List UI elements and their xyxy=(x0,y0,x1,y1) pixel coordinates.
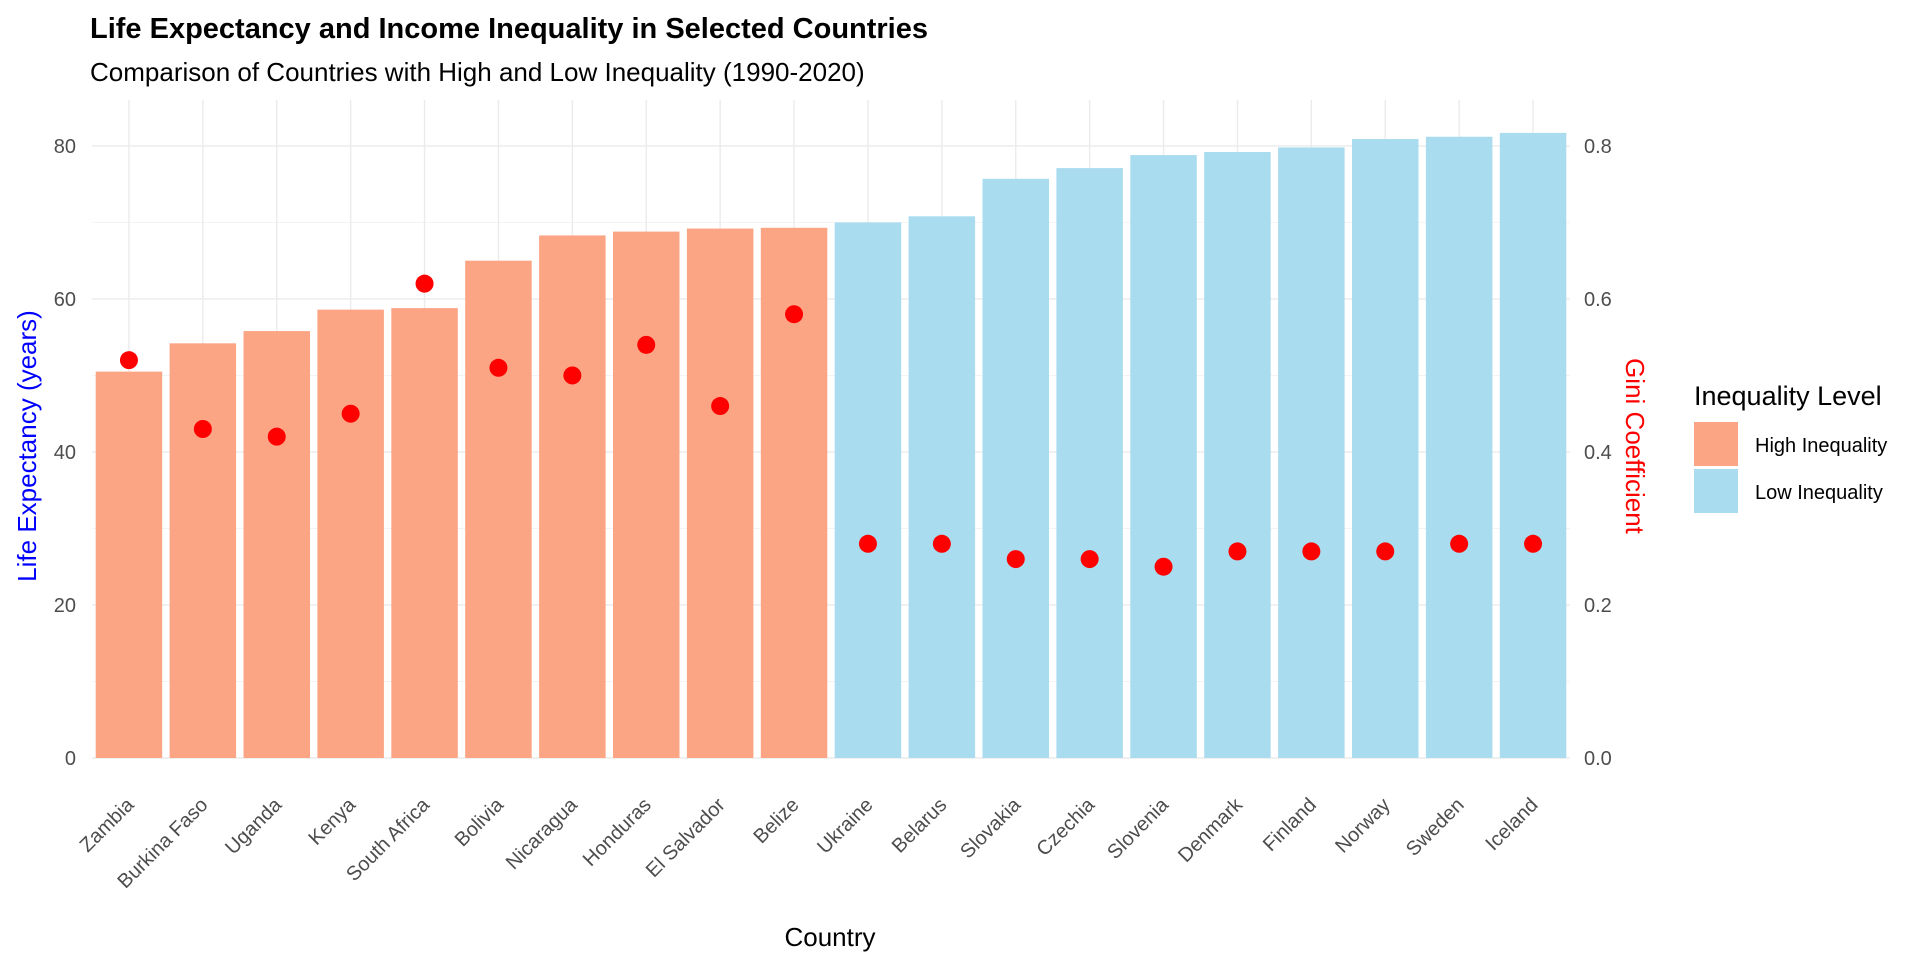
bar-iceland xyxy=(1499,132,1567,758)
gini-point-ukraine xyxy=(858,534,877,553)
y-right-tick-label: 0.2 xyxy=(1584,595,1612,617)
y-left-tick-label: 80 xyxy=(54,136,76,158)
x-tick-label: Ukraine xyxy=(813,794,877,858)
gini-point-burkina-faso xyxy=(193,420,212,438)
x-tick-label: Iceland xyxy=(1481,794,1542,855)
gini-point-czechia xyxy=(1080,550,1099,569)
gini-point-honduras xyxy=(637,335,656,354)
y-left-tick-label: 20 xyxy=(54,595,76,617)
y-left-tick-label: 40 xyxy=(54,442,76,464)
legend-label-low-inequality: Low Inequality xyxy=(1755,482,1883,504)
x-tick-label: Uganda xyxy=(221,793,287,859)
chart-title: Life Expectancy and Income Inequality in… xyxy=(90,13,928,45)
bar-ukraine xyxy=(834,222,902,759)
bar-finland xyxy=(1278,147,1345,759)
x-tick-label: Honduras xyxy=(579,794,656,871)
chart-subtitle: Comparison of Countries with High and Lo… xyxy=(90,57,865,87)
gini-point-nicaragua xyxy=(563,366,582,385)
legend-swatch-low-inequality xyxy=(1694,469,1738,513)
x-tick-label: Slovakia xyxy=(956,793,1026,863)
x-tick-label: Denmark xyxy=(1174,793,1248,867)
gini-point-sweden xyxy=(1450,534,1469,553)
bar-czechia xyxy=(1056,168,1123,759)
legend-swatch-high-inequality xyxy=(1694,422,1738,466)
y-axis-right-ticks: 0.0 0.2 0.4 0.6 0.8 xyxy=(1584,136,1612,770)
bar-el-salvador xyxy=(686,228,754,758)
bar-denmark xyxy=(1204,152,1271,759)
legend-title: Inequality Level xyxy=(1694,381,1882,411)
gini-point-iceland xyxy=(1524,534,1543,553)
bar-bolivia xyxy=(465,260,532,758)
gini-point-uganda xyxy=(267,427,286,446)
bar-sweden xyxy=(1425,136,1493,758)
bar-honduras xyxy=(612,231,680,759)
y-left-tick-label: 0 xyxy=(65,748,76,770)
grid xyxy=(92,100,1570,759)
gini-point-slovenia xyxy=(1154,557,1173,576)
y-right-tick-label: 0.6 xyxy=(1584,289,1612,311)
x-axis-title: Country xyxy=(784,922,875,952)
bar-slovakia xyxy=(982,178,1050,758)
y-axis-right-title: Gini Coefficient xyxy=(1620,358,1650,535)
gini-point-belarus xyxy=(932,534,951,553)
y-left-tick-label: 60 xyxy=(54,289,76,311)
x-tick-label: Belize xyxy=(750,794,804,848)
bar-nicaragua xyxy=(539,235,606,758)
bar-burkina-faso xyxy=(169,343,237,758)
gini-point-slovakia xyxy=(1006,550,1025,569)
bars xyxy=(95,132,1567,759)
bar-zambia xyxy=(95,371,163,758)
x-tick-label: Belarus xyxy=(888,794,952,858)
gini-point-bolivia xyxy=(489,358,508,377)
gini-point-zambia xyxy=(119,351,138,370)
x-tick-label: Bolivia xyxy=(451,793,509,851)
x-tick-label: Nicaragua xyxy=(502,793,583,874)
y-right-tick-label: 0.0 xyxy=(1584,748,1612,770)
bar-norway xyxy=(1351,139,1419,758)
bar-belarus xyxy=(908,216,976,758)
gini-point-norway xyxy=(1376,542,1395,561)
y-right-tick-label: 0.4 xyxy=(1584,442,1612,464)
x-tick-label: El Salvador xyxy=(642,794,730,882)
x-tick-label: Zambia xyxy=(76,793,139,856)
x-tick-label: Norway xyxy=(1331,794,1394,857)
gini-point-kenya xyxy=(341,404,360,423)
bar-kenya xyxy=(317,309,384,758)
x-tick-label: Kenya xyxy=(305,793,361,849)
gini-point-belize xyxy=(785,305,804,324)
gini-point-south-africa xyxy=(415,274,434,293)
bar-south-africa xyxy=(391,308,458,758)
x-tick-label: Slovenia xyxy=(1103,793,1173,863)
bar-uganda xyxy=(243,331,311,758)
gini-point-finland xyxy=(1302,542,1321,561)
points xyxy=(119,274,1543,576)
gini-point-denmark xyxy=(1228,542,1247,561)
legend: Inequality Level High Inequality Low Ine… xyxy=(1694,381,1887,513)
y-axis-left-ticks: 0 20 40 60 80 xyxy=(54,136,76,770)
legend-label-high-inequality: High Inequality xyxy=(1755,435,1887,457)
x-tick-label: Sweden xyxy=(1402,794,1469,861)
gini-point-el-salvador xyxy=(711,397,730,416)
y-axis-left-title: Life Expectancy (years) xyxy=(12,310,42,582)
y-right-tick-label: 0.8 xyxy=(1584,136,1612,158)
bar-slovenia xyxy=(1130,155,1197,758)
x-tick-label: Finland xyxy=(1259,794,1321,856)
x-tick-label: Czechia xyxy=(1033,793,1100,860)
